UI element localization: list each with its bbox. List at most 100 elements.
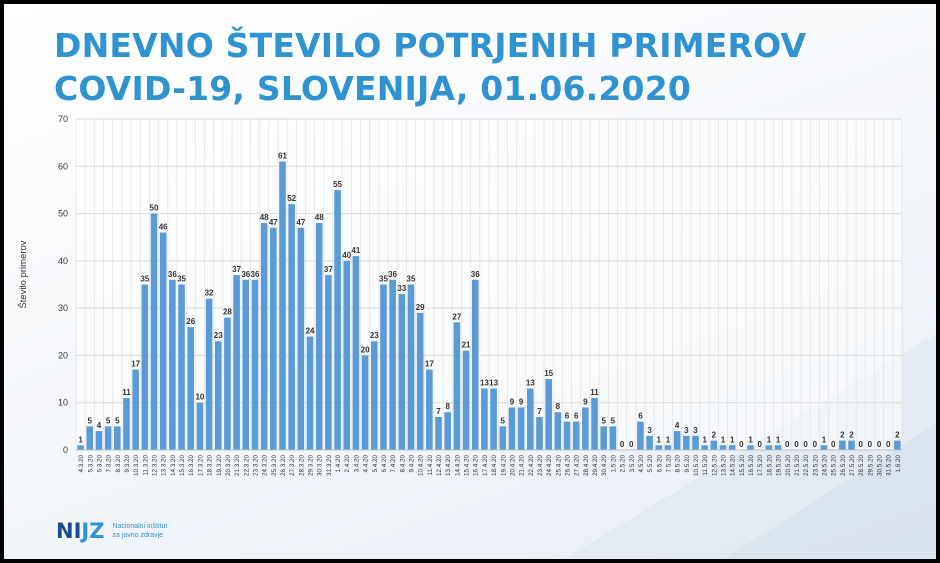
data-label: 8 (556, 402, 561, 411)
bar (334, 189, 341, 450)
bar (848, 440, 855, 450)
x-tick-label: 31.5.20 (886, 455, 893, 477)
x-tick-label: 13.3.20 (161, 455, 168, 477)
bar (646, 435, 653, 450)
data-label: 1 (666, 435, 671, 444)
data-label: 1 (776, 435, 781, 444)
x-tick-label: 1.6.20 (895, 455, 902, 473)
bar (582, 407, 589, 450)
x-tick-label: 16.4.20 (473, 455, 480, 477)
bar (728, 445, 736, 450)
x-tick-label: 31.3.20 (326, 455, 333, 477)
x-tick-label: 29.3.20 (308, 455, 315, 477)
data-label: 6 (638, 412, 643, 421)
x-tick-label: 24.3.20 (262, 455, 269, 477)
x-tick-label: 14.3.20 (170, 455, 177, 477)
x-tick-label: 30.4.20 (601, 455, 608, 477)
x-tick-label: 22.5.20 (803, 455, 810, 477)
bar (710, 440, 718, 450)
bar (481, 388, 488, 450)
x-tick-label: 5.5.20 (647, 455, 654, 473)
data-label: 0 (858, 440, 863, 449)
bar (352, 256, 360, 450)
x-tick-label: 8.3.20 (115, 455, 122, 473)
y-tick-label: 60 (58, 161, 68, 171)
bar (664, 445, 672, 450)
data-label: 40 (342, 251, 351, 260)
data-label: 36 (168, 270, 177, 279)
bar (178, 284, 185, 450)
x-tick-label: 12.5.20 (711, 455, 718, 477)
data-label: 13 (480, 379, 489, 388)
bar (545, 379, 552, 450)
data-label: 7 (537, 407, 542, 416)
data-label: 36 (471, 270, 480, 279)
bar (279, 161, 286, 451)
x-tick-label: 14.5.20 (730, 455, 737, 477)
data-label: 0 (877, 440, 882, 449)
x-tick-label: 2.4.20 (344, 455, 351, 473)
bar (113, 426, 121, 450)
bar-chart: 01020304050607014.3.2055.3.2046.3.2057.3… (18, 114, 903, 477)
data-label: 0 (758, 440, 763, 449)
bar (297, 227, 305, 450)
x-tick-label: 18.3.20 (207, 455, 214, 477)
data-label: 35 (140, 275, 149, 284)
x-tick-label: 22.3.20 (243, 455, 250, 477)
bar (820, 445, 828, 450)
bar (536, 416, 543, 450)
data-label: 5 (501, 416, 506, 425)
data-label: 6 (565, 412, 570, 421)
data-label: 4 (97, 421, 102, 430)
x-tick-label: 23.4.20 (537, 455, 544, 477)
x-tick-label: 10.4.20 (418, 455, 425, 477)
data-label: 10 (195, 393, 204, 402)
x-tick-label: 25.4.20 (555, 455, 562, 477)
x-tick-label: 1.4.20 (335, 455, 342, 473)
data-label: 6 (574, 412, 579, 421)
bar (609, 426, 617, 450)
title-line-1: DNEVNO ŠTEVILO POTRJENIH PRIMEROV (54, 26, 807, 65)
data-label: 24 (306, 327, 315, 336)
bar (141, 284, 149, 450)
data-label: 1 (822, 435, 827, 444)
x-tick-label: 15.3.20 (179, 455, 186, 477)
data-label: 5 (106, 416, 111, 425)
data-label: 50 (150, 204, 159, 213)
data-label: 5 (601, 416, 606, 425)
data-label: 21 (462, 341, 471, 350)
data-label: 3 (693, 426, 698, 435)
bar (894, 440, 901, 450)
x-tick-label: 19.3.20 (216, 455, 223, 477)
x-tick-label: 6.5.20 (656, 455, 663, 473)
logo-text-line-2: za javno zdravje (112, 532, 164, 539)
x-tick-label: 21.3.20 (234, 455, 241, 477)
data-label: 1 (702, 435, 707, 444)
data-label: 2 (840, 431, 845, 440)
nijz-logo: NIJZ Nacionalni inštitut za javno zdravj… (56, 516, 167, 546)
bar (233, 275, 240, 450)
slide: DNEVNO ŠTEVILO POTRJENIH PRIMEROV COVID-… (4, 4, 936, 559)
y-tick-label: 0 (63, 445, 68, 455)
bar (499, 426, 507, 450)
bar (224, 317, 231, 450)
bar (132, 369, 139, 450)
y-tick-label: 20 (58, 350, 68, 360)
bar (692, 435, 699, 450)
data-label: 0 (803, 440, 808, 449)
y-tick-label: 30 (58, 303, 68, 313)
data-label: 17 (131, 360, 140, 369)
x-tick-label: 30.3.20 (317, 455, 324, 477)
x-tick-label: 6.3.20 (96, 455, 103, 473)
data-label: 1 (657, 435, 662, 444)
data-label: 13 (526, 379, 535, 388)
bar (325, 275, 332, 450)
bar (389, 279, 396, 450)
y-tick-label: 50 (58, 209, 68, 219)
bar (270, 227, 277, 450)
data-label: 0 (794, 440, 799, 449)
bar (86, 426, 94, 450)
data-label: 48 (315, 213, 324, 222)
x-tick-label: 10.3.20 (133, 455, 140, 477)
bar (673, 431, 681, 450)
